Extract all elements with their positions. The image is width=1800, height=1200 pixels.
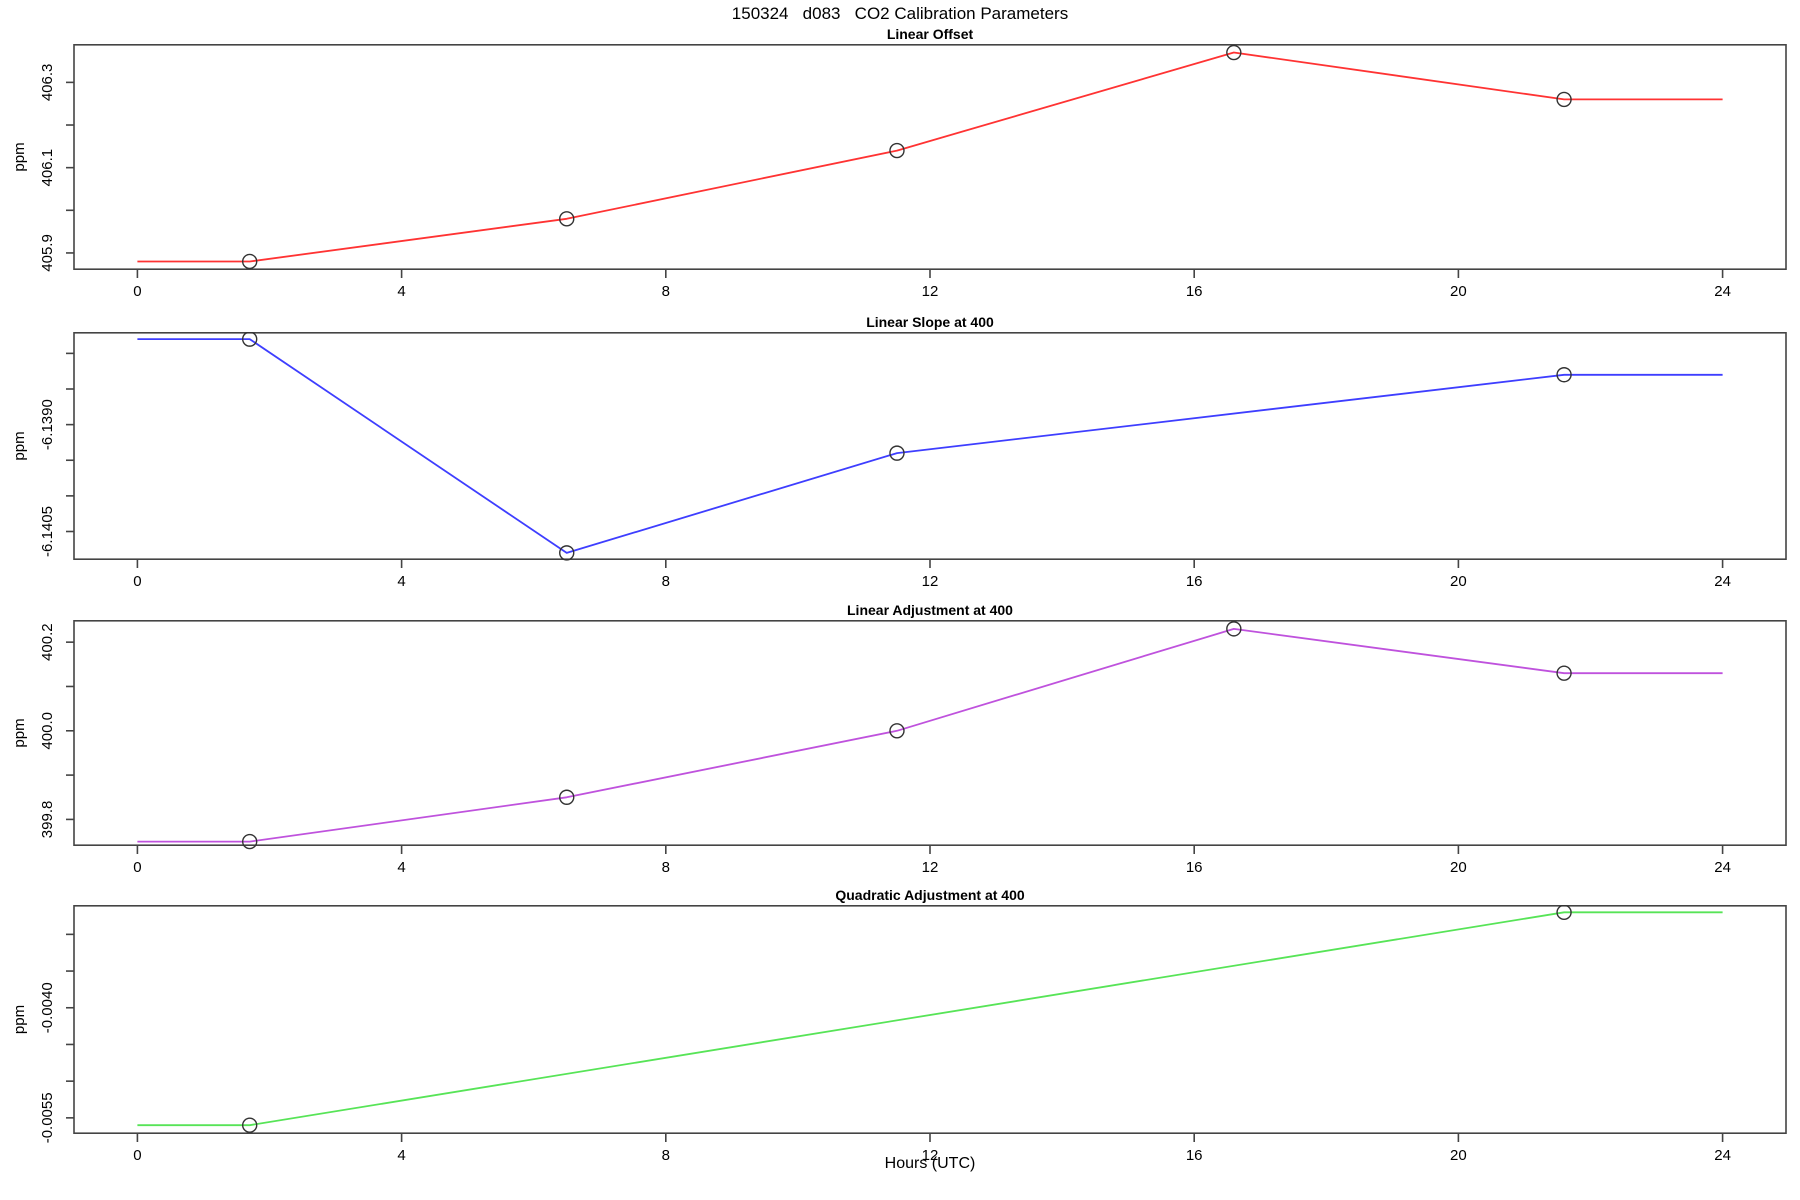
- y-tick-label: 399.8: [39, 801, 56, 839]
- y-tick-label: -6.1405: [39, 506, 56, 557]
- plot-box: [73, 905, 1787, 1134]
- x-tick-label: 8: [662, 1147, 670, 1164]
- x-tick-label: 20: [1450, 573, 1467, 590]
- data-point: [1556, 905, 1572, 921]
- series-line: [137, 51, 1723, 263]
- data-point: [1226, 44, 1242, 61]
- y-axis-label: ppm: [11, 142, 28, 171]
- series-line: [137, 911, 1723, 1127]
- y-tick-label: 400.2: [39, 623, 56, 661]
- data-point: [1556, 367, 1572, 383]
- panel-title-quadratic-adjustment: Quadratic Adjustment at 400: [835, 887, 1025, 903]
- panel-title-linear-slope: Linear Slope at 400: [866, 314, 994, 330]
- plot-box: [73, 332, 1787, 560]
- chart-quadratic-adjustment: -0.0055 -0.0040 0 4 8 12 16 20 24 ppm: [11, 905, 1787, 1164]
- x-tick-label: 8: [662, 859, 670, 876]
- x-tick-label: 4: [397, 1147, 405, 1164]
- data-point: [241, 253, 258, 270]
- data-point: [241, 332, 258, 347]
- x-tick-label: 0: [133, 573, 141, 590]
- x-tick-label: 20: [1450, 1147, 1467, 1164]
- chart-linear-offset: 405.9 406.1 406.3 0 4 8 12 16 20 24 ppm: [11, 44, 1787, 300]
- plot-box: [73, 44, 1787, 270]
- data-point: [889, 142, 905, 159]
- x-tick-label: 12: [922, 573, 939, 590]
- y-tick-label: -6.1390: [39, 399, 56, 450]
- x-tick-label: 12: [922, 1147, 939, 1164]
- data-point: [889, 723, 905, 739]
- y-axis-label: ppm: [11, 1005, 28, 1034]
- data-point: [1556, 91, 1572, 108]
- series-line: [137, 338, 1723, 554]
- data-point: [559, 789, 575, 805]
- data-point: [559, 545, 575, 561]
- x-tick-label: 20: [1450, 859, 1467, 876]
- data-point: [889, 445, 905, 461]
- plot-box: [73, 620, 1787, 846]
- x-tick-label: 24: [1714, 859, 1731, 876]
- x-tick-label: 20: [1450, 283, 1467, 300]
- series-line: [137, 627, 1723, 843]
- y-tick-label: 406.3: [39, 64, 56, 102]
- x-tick-label: 16: [1186, 573, 1203, 590]
- data-point: [1556, 665, 1572, 681]
- x-tick-label: 24: [1714, 283, 1731, 300]
- x-tick-label: 12: [922, 859, 939, 876]
- x-tick-label: 12: [922, 283, 939, 300]
- y-tick-label: -0.0040: [39, 982, 56, 1033]
- x-tick-label: 0: [133, 1147, 141, 1164]
- y-tick-label: 405.9: [39, 234, 56, 272]
- x-tick-label: 24: [1714, 1147, 1731, 1164]
- x-tick-label: 4: [397, 859, 405, 876]
- x-tick-label: 8: [662, 283, 670, 300]
- x-tick-label: 0: [133, 859, 141, 876]
- data-point: [241, 1117, 258, 1133]
- figure-title: 150324 d083 CO2 Calibration Parameters: [731, 4, 1069, 23]
- x-tick-label: 24: [1714, 573, 1731, 590]
- y-axis-label: ppm: [11, 431, 28, 460]
- panel-title-linear-adjustment: Linear Adjustment at 400: [847, 602, 1013, 618]
- x-tick-label: 16: [1186, 283, 1203, 300]
- data-point: [1226, 621, 1242, 637]
- chart-linear-slope: -6.1405 -6.1390 0 4 8 12 16 20 24 ppm: [11, 332, 1787, 590]
- y-tick-label: 406.1: [39, 149, 56, 187]
- x-tick-label: 8: [662, 573, 670, 590]
- x-tick-label: 4: [397, 573, 405, 590]
- y-axis-label: ppm: [11, 718, 28, 747]
- x-tick-label: 0: [133, 283, 141, 300]
- data-point: [559, 211, 575, 227]
- chart-linear-adjustment: 399.8 400.0 400.2 0 4 8 12 16 20 24 ppm: [11, 620, 1787, 876]
- x-tick-label: 16: [1186, 859, 1203, 876]
- y-tick-label: 400.0: [39, 712, 56, 750]
- x-tick-label: 16: [1186, 1147, 1203, 1164]
- panel-title-linear-offset: Linear Offset: [886, 26, 974, 42]
- y-tick-label: -0.0055: [39, 1092, 56, 1143]
- data-point: [241, 833, 258, 850]
- x-tick-label: 4: [397, 283, 405, 300]
- x-axis-title: Hours (UTC): [884, 1155, 976, 1172]
